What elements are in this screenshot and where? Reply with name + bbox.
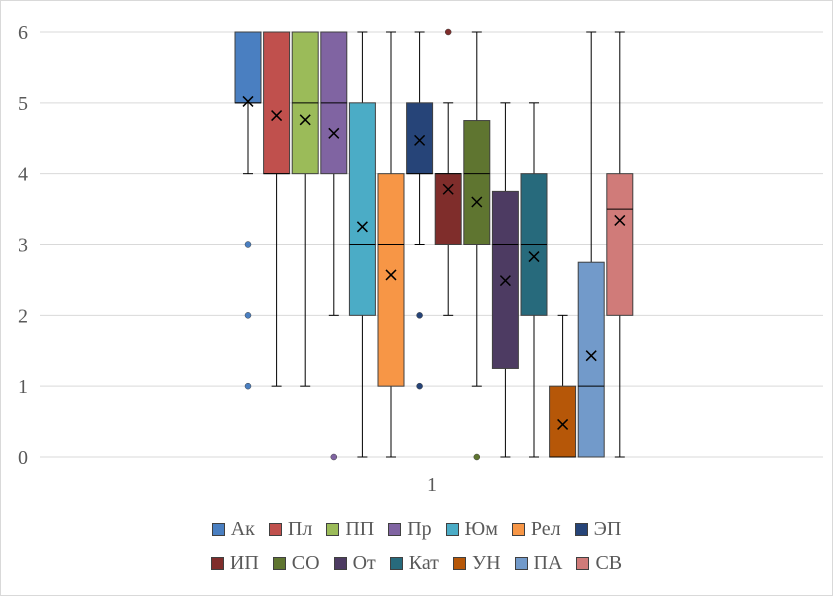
legend-label-11: УН: [471, 551, 501, 574]
series-1-box: [263, 31, 291, 175]
series-7-mean-marker: [442, 183, 454, 195]
legend-item-11: УН: [452, 551, 501, 575]
x-category-label: 1: [427, 474, 437, 496]
legend-swatch-2: [326, 522, 340, 536]
legend-item-8: СО: [272, 551, 320, 575]
series-0-outlier-2: [244, 382, 252, 390]
legend-label-9: От: [352, 551, 376, 574]
legend-item-0: Ак: [211, 517, 255, 541]
legend-item-3: Пр: [388, 517, 432, 541]
chart-legend: Ак Пл ПП Пр Юм Рел ЭП ИП СО От Кат УН ПА СВ: [0, 512, 833, 580]
legend-item-1: Пл: [268, 517, 313, 541]
legend-item-10: Кат: [389, 551, 439, 575]
legend-label-4: Юм: [464, 517, 498, 540]
legend-swatch-12: [514, 556, 528, 570]
legend-label-8: СО: [291, 551, 320, 574]
series-9-mean-marker: [499, 275, 511, 287]
legend-swatch-11: [452, 556, 466, 570]
y-tick-label-3: 3: [18, 235, 28, 257]
y-tick-label-4: 4: [18, 164, 28, 186]
series-12-mean-marker: [585, 350, 597, 362]
y-tick-label-0: 0: [18, 447, 28, 469]
series-11-mean-marker: [557, 418, 569, 430]
y-tick-label-6: 6: [18, 22, 28, 44]
series-6-mean-marker: [414, 134, 426, 146]
legend-swatch-5: [511, 522, 525, 536]
legend-item-7: ИП: [210, 551, 259, 575]
series-0-box: [234, 31, 262, 104]
legend-item-6: ЭП: [574, 517, 622, 541]
legend-item-13: СВ: [576, 552, 622, 575]
legend-swatch-7: [210, 556, 224, 570]
series-6-outlier-1: [416, 382, 423, 390]
series-10-mean-marker: [528, 251, 540, 263]
legend-swatch-1: [268, 522, 282, 536]
legend-label-6: ЭП: [593, 517, 622, 540]
legend-item-2: ПП: [326, 518, 374, 541]
legend-swatch-6: [574, 522, 588, 536]
legend-label-7: ИП: [229, 551, 259, 574]
series-13-box: [606, 173, 634, 316]
series-11-box: [549, 385, 577, 458]
series-0-outlier-1: [244, 312, 252, 319]
series-2-mean-marker: [299, 114, 311, 126]
series-8-mean-marker: [471, 196, 483, 208]
legend-label-10: Кат: [408, 551, 439, 574]
legend-label-2: ПП: [345, 517, 375, 540]
series-7-outlier-0: [444, 28, 452, 36]
legend-swatch-9: [333, 556, 347, 570]
y-tick-label-5: 5: [18, 93, 28, 115]
series-1-mean-marker: [271, 110, 283, 122]
legend-label-5: Рел: [530, 517, 561, 540]
legend-label-3: Пр: [407, 517, 432, 540]
series-0-outlier-0: [244, 241, 252, 248]
legend-label-13: СВ: [595, 551, 623, 574]
series-3-mean-marker: [328, 127, 340, 139]
chart-plot: 0 1 2 3 4 5 6 1: [18, 22, 823, 496]
legend-item-12: ПА: [514, 551, 563, 575]
series-5-box: [377, 173, 405, 387]
legend-label-0: Ак: [230, 517, 255, 540]
series-8-outlier-0: [473, 453, 481, 461]
series-12-box: [577, 261, 605, 458]
legend-item-9: От: [333, 551, 376, 575]
legend-swatch-0: [211, 522, 225, 536]
legend-label-12: ПА: [533, 551, 563, 574]
series-3-outlier-0: [330, 453, 338, 461]
legend-swatch-10: [389, 556, 403, 570]
legend-swatch-8: [272, 556, 286, 570]
y-tick-label-1: 1: [18, 376, 28, 398]
y-tick-label-2: 2: [18, 305, 28, 327]
series-4-box: [348, 102, 376, 316]
legend-swatch-3: [388, 522, 402, 536]
series-6-box: [406, 102, 434, 175]
legend-swatch-13: [576, 556, 590, 570]
series-4-mean-marker: [356, 221, 368, 233]
series-5-mean-marker: [385, 269, 397, 281]
legend-row-1: Ак Пл ПП Пр Юм Рел ЭП: [0, 512, 833, 546]
series-13-mean-marker: [614, 214, 626, 226]
legend-row-2: ИП СО От Кат УН ПА СВ: [0, 546, 833, 580]
series-7-box: [434, 173, 462, 246]
legend-swatch-4: [445, 522, 459, 536]
series-0-mean-marker: [242, 95, 254, 107]
series-6-outlier-0: [416, 312, 423, 319]
legend-label-1: Пл: [287, 517, 313, 540]
legend-item-5: Рел: [511, 517, 561, 541]
series-8-box: [463, 120, 491, 245]
legend-item-4: Юм: [445, 517, 498, 541]
